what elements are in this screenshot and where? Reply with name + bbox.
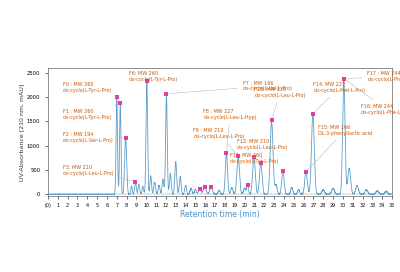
Text: F11: MW 260
cis-cyclo(L-Tyr-L-Pro): F11: MW 260 cis-cyclo(L-Tyr-L-Pro) bbox=[230, 153, 279, 164]
Text: F9 : MW 210
cis-cyclo(L-Leu-L-Pro): F9 : MW 210 cis-cyclo(L-Leu-L-Pro) bbox=[194, 128, 245, 154]
Text: F14: MW 227
cis-cyclo(L-Met-L-Pro): F14: MW 227 cis-cyclo(L-Met-L-Pro) bbox=[313, 82, 365, 112]
Text: F7 : MW 166
cis-cyclo(L-Val-L-Pro): F7 : MW 166 cis-cyclo(L-Val-L-Pro) bbox=[169, 81, 292, 94]
Text: F8 : MW 227
cis-cyclo(L-Leu-L-Hyp): F8 : MW 227 cis-cyclo(L-Leu-L-Hyp) bbox=[203, 109, 257, 150]
Text: F1 : MW 260
cis-cyclo(L-Tyr-L-Pro): F1 : MW 260 cis-cyclo(L-Tyr-L-Pro) bbox=[63, 104, 118, 120]
Y-axis label: UV-Absorbance [210 nm, mAU]: UV-Absorbance [210 nm, mAU] bbox=[19, 83, 24, 181]
Text: F2 : MW 194
cis-cyclo(L-Ser-L-Pro): F2 : MW 194 cis-cyclo(L-Ser-L-Pro) bbox=[63, 132, 123, 143]
Text: F13: MW 210
cis-cyclo(L-Leu-L-Pro): F13: MW 210 cis-cyclo(L-Leu-L-Pro) bbox=[254, 87, 306, 118]
Text: F16: MW 244
cis-cyclo(L-Phe-L-Pro): F16: MW 244 cis-cyclo(L-Phe-L-Pro) bbox=[346, 80, 400, 115]
Text: F6: MW 260
cis-cyclo(L-Tyr-L-Pro): F6: MW 260 cis-cyclo(L-Tyr-L-Pro) bbox=[128, 71, 178, 82]
X-axis label: Retention time (min): Retention time (min) bbox=[180, 210, 260, 219]
Text: F17 : MW 244
cis-cyclo(L-Phe-L-Pro): F17 : MW 244 cis-cyclo(L-Phe-L-Pro) bbox=[347, 71, 400, 82]
Text: F0 : MW 260
cis-cyclo(L-Tyr-L-Pro): F0 : MW 260 cis-cyclo(L-Tyr-L-Pro) bbox=[63, 82, 117, 97]
Text: F15: MW 166
DL-3-phenyllactic acid: F15: MW 166 DL-3-phenyllactic acid bbox=[308, 125, 372, 169]
Text: F3: MW 210
cis-cyclo(L-Leu-L-Pro): F3: MW 210 cis-cyclo(L-Leu-L-Pro) bbox=[63, 165, 133, 181]
Text: F12: MW 210
cis-cyclo(L-Leu-L-Pro): F12: MW 210 cis-cyclo(L-Leu-L-Pro) bbox=[237, 140, 288, 160]
